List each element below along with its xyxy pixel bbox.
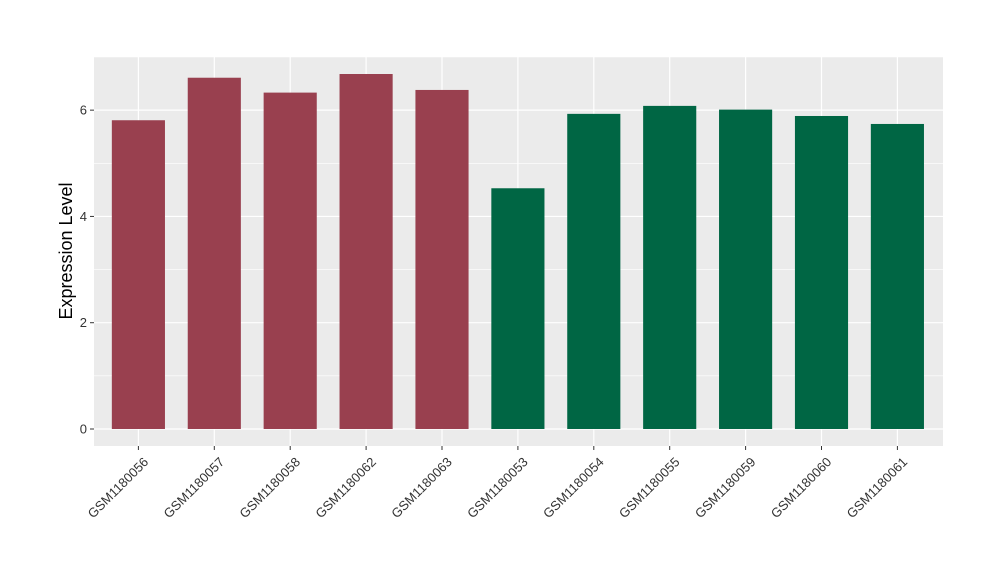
y-tick-label: 6 [80,103,87,118]
x-tick-label: GSM1180053 [464,454,531,521]
bar [870,123,924,429]
x-tick-label: GSM1180062 [312,454,379,521]
x-tick-label: GSM1180059 [692,454,759,521]
y-tick-label: 2 [80,315,87,330]
x-tick-label: GSM1180056 [85,454,152,521]
x-tick-label: GSM1180054 [540,454,607,521]
bar [567,113,621,429]
x-tick-label: GSM1180060 [768,454,835,521]
bar [719,109,773,429]
bar [415,89,469,429]
x-tick-label: GSM1180057 [161,454,228,521]
bar [111,120,165,429]
y-axis: 0 2 4 6 [80,103,94,436]
bar [491,188,545,429]
x-tick-label: GSM1180061 [844,454,911,521]
y-tick-label: 0 [80,421,87,436]
bar [794,115,849,429]
bar [643,105,697,429]
y-axis-title: Expression Level [56,182,76,319]
x-axis: GSM1180056 GSM1180057 GSM1180058 GSM1180062… [85,446,911,521]
bar [263,92,317,429]
x-tick-label: GSM1180055 [616,454,683,521]
bar [339,74,393,429]
bars [111,74,924,429]
x-tick-label: GSM1180058 [236,454,303,521]
x-tick-label: GSM1180063 [388,454,455,521]
y-tick-label: 4 [80,209,87,224]
bar [187,77,241,429]
